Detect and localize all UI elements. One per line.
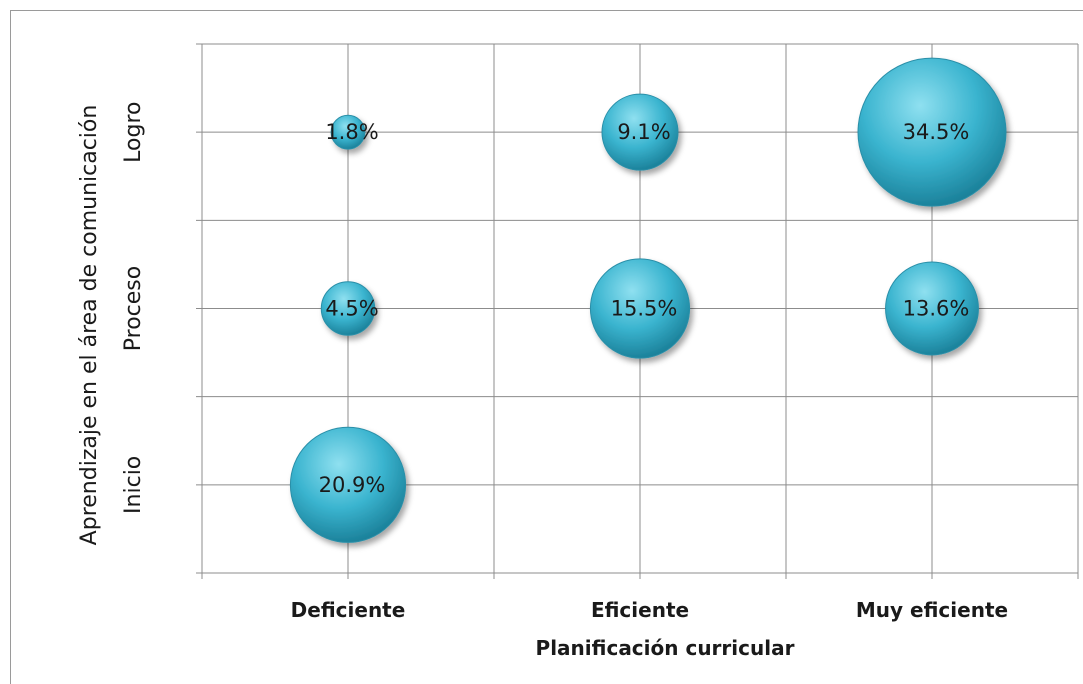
y-axis-title: Aprendizaje en el área de comunicación: [77, 105, 102, 546]
y-tick-label: Logro: [121, 102, 146, 163]
bubble-data-label: 4.5%: [325, 297, 378, 321]
bubble-data-label: 34.5%: [903, 120, 970, 144]
data-labels: 1.8% 9.1% 34.5% 4.5% 15.5% 13.6% 20.9%: [319, 120, 970, 497]
x-tick-label: Eficiente: [591, 598, 689, 622]
y-tick-label: Inicio: [121, 456, 146, 514]
x-tick-label: Deficiente: [291, 598, 406, 622]
x-tick-labels: Deficiente Eficiente Muy eficiente: [291, 598, 1008, 622]
bubble-data-label: 1.8%: [325, 120, 378, 144]
bubble-data-label: 9.1%: [617, 120, 670, 144]
x-tick-label: Muy eficiente: [856, 598, 1008, 622]
bubble: [330, 114, 366, 150]
bubbles: [289, 57, 1007, 543]
x-axis-title: Planificación curricular: [536, 636, 795, 660]
bubble-data-label: 13.6%: [903, 297, 970, 321]
y-tick-labels: Inicio Proceso Logro: [121, 102, 146, 514]
bubble: [601, 93, 679, 171]
bubble-data-label: 20.9%: [319, 473, 386, 497]
bubble: [885, 261, 979, 356]
bubble: [857, 57, 1007, 207]
bubble: [589, 258, 691, 359]
bubble-data-label: 15.5%: [611, 297, 678, 321]
bubble: [320, 281, 376, 336]
bubble: [289, 426, 407, 543]
y-tick-label: Proceso: [121, 266, 146, 351]
